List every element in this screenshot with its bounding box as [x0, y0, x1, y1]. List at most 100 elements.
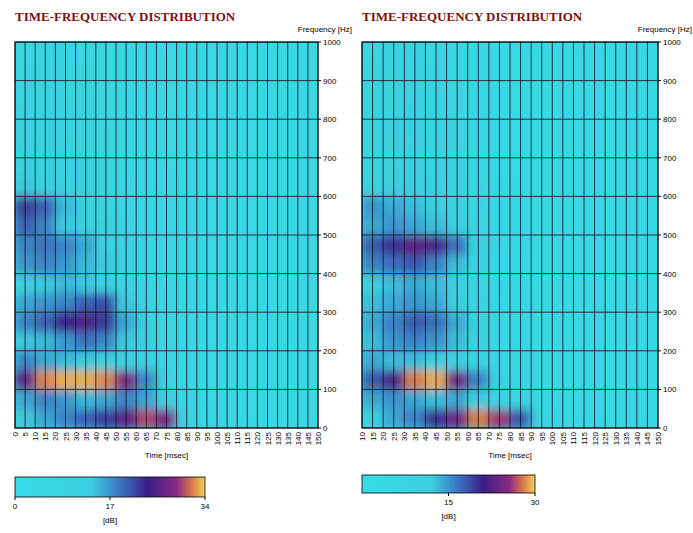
y-grid-line	[362, 196, 658, 197]
x-tick-label: 60	[464, 431, 473, 440]
y-tick-label: 400	[323, 270, 337, 279]
x-tick-label: 125	[601, 431, 610, 445]
x-tick-label: 50	[443, 431, 452, 440]
x-tick-label: 100	[548, 431, 557, 445]
y-tick	[658, 42, 661, 43]
x-tick-label: 10	[31, 431, 40, 440]
y-tick-label: 400	[663, 270, 677, 279]
x-tick-label: 30	[400, 431, 409, 440]
y-tick	[658, 350, 661, 351]
cells	[15, 42, 318, 428]
x-tick-label: 80	[506, 431, 515, 440]
y-grid-line	[362, 350, 658, 351]
colorbar-tick	[535, 493, 536, 496]
y-tick	[658, 157, 661, 158]
x-tick-label: 100	[213, 431, 222, 445]
y-tick-label: 200	[663, 347, 677, 356]
y-tick	[658, 235, 661, 236]
y-tick-label: 300	[323, 308, 337, 317]
x-tick-label: 135	[284, 431, 293, 445]
colorbar-tick	[110, 497, 111, 500]
x-tick-label: 50	[112, 431, 121, 440]
colorbar-tick	[448, 493, 449, 496]
y-grid-line	[15, 235, 318, 236]
x-tick-label: 140	[294, 431, 303, 445]
x-tick-label: 125	[264, 431, 273, 445]
y-tick-label: 500	[663, 231, 677, 240]
y-tick-label: 0	[663, 424, 668, 433]
y-tick	[318, 119, 321, 120]
y-tick	[318, 389, 321, 390]
y-tick	[318, 312, 321, 313]
x-tick-label: 5	[21, 431, 30, 436]
x-tick-label: 90	[527, 431, 536, 440]
y-grid-line	[362, 80, 658, 81]
x-tick-label: 110	[569, 431, 578, 444]
x-tick-label: 95	[203, 431, 212, 440]
x-tick-label: 75	[163, 431, 172, 440]
colorbar-tick-label: 17	[106, 502, 115, 511]
x-tick-label: 105	[559, 431, 568, 445]
plot-area	[15, 42, 318, 428]
y-grid-line	[15, 350, 318, 351]
x-tick-label: 80	[173, 431, 182, 440]
y-grid-line	[15, 389, 318, 390]
y-tick	[658, 273, 661, 274]
y-tick	[318, 428, 321, 429]
x-tick-label: 130	[274, 431, 283, 445]
x-tick-label: 145	[304, 431, 313, 445]
y-tick	[318, 157, 321, 158]
y-grid-line	[362, 273, 658, 274]
y-tick-label: 200	[323, 347, 337, 356]
y-tick-label: 1000	[663, 38, 681, 47]
y-tick-label: 900	[323, 77, 337, 86]
x-tick-label: 150	[314, 431, 323, 445]
x-tick-label: 65	[474, 431, 483, 440]
colorbar-tick	[15, 497, 16, 500]
y-tick	[658, 428, 661, 429]
colorbar-tick-label: 34	[201, 502, 210, 511]
y-grid-line	[362, 312, 658, 313]
x-tick-label: 115	[580, 431, 589, 444]
canvas: TIME-FREQUENCY DISTRIBUTION Frequency [Hz…	[0, 0, 693, 533]
y-tick	[318, 196, 321, 197]
y-grid-line	[362, 157, 658, 158]
title: TIME-FREQUENCY DISTRIBUTION	[362, 9, 583, 24]
x-tick-label: 85	[183, 431, 192, 440]
x-tick-label: 20	[379, 431, 388, 440]
plot-background	[15, 42, 318, 428]
x-tick-label: 35	[411, 431, 420, 440]
y-grid-line	[15, 157, 318, 158]
y-tick-label: 1000	[323, 38, 341, 47]
x-tick-label: 105	[223, 431, 232, 445]
y-tick	[318, 273, 321, 274]
y-tick	[658, 312, 661, 313]
x-tick-label: 85	[517, 431, 526, 440]
y-tick-label: 700	[323, 154, 337, 163]
x-tick-label: 45	[432, 431, 441, 440]
y-tick	[318, 350, 321, 351]
colorbar-tick-label: 0	[13, 502, 18, 511]
panel: TIME-FREQUENCY DISTRIBUTIONFrequency [Hz…	[358, 9, 692, 521]
x-tick-label: 30	[72, 431, 81, 440]
x-tick-label: 55	[122, 431, 131, 440]
x-tick-label: 40	[92, 431, 101, 440]
colorbar	[362, 475, 535, 493]
y-tick	[658, 80, 661, 81]
y-tick-label: 0	[323, 424, 328, 433]
y-tick	[658, 389, 661, 390]
y-tick-label: 600	[323, 192, 337, 201]
x-tick-label: 65	[142, 431, 151, 440]
x-tick-label: 15	[369, 431, 378, 440]
title: TIME-FREQUENCY DISTRIBUTION	[15, 9, 236, 24]
y-tick-label: 300	[663, 308, 677, 317]
colorbar-label: [dB]	[103, 516, 117, 525]
y-tick-label: 900	[663, 77, 677, 86]
y-tick-label: 500	[323, 231, 337, 240]
y-tick-label: 600	[663, 192, 677, 201]
y-grid-line	[15, 196, 318, 197]
x-tick-label: 120	[591, 431, 600, 445]
y-axis-title: Frequency [Hz]	[298, 25, 352, 34]
x-tick-label: 35	[82, 431, 91, 440]
y-tick	[318, 80, 321, 81]
